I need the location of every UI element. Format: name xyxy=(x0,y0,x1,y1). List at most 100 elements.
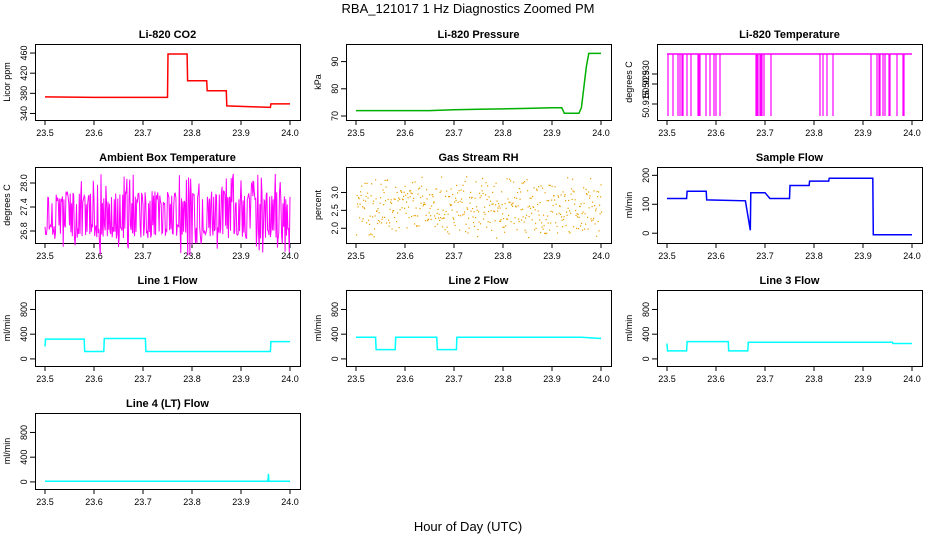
data-point xyxy=(581,222,583,224)
x-tick-label: 23.7 xyxy=(756,374,774,384)
data-point xyxy=(391,228,393,230)
plot-frame xyxy=(35,167,301,244)
data-point xyxy=(528,215,530,218)
data-point xyxy=(548,184,550,186)
data-point xyxy=(379,202,381,204)
data-point xyxy=(381,222,383,224)
data-point xyxy=(585,223,587,225)
x-tick-label: 24.0 xyxy=(592,128,610,138)
data-point xyxy=(491,203,493,205)
data-point xyxy=(446,226,448,228)
data-point xyxy=(550,210,552,212)
y-tick-label: 400 xyxy=(19,450,29,465)
y-tick-label: 400 xyxy=(330,327,340,342)
data-point xyxy=(546,232,548,234)
data-point xyxy=(392,211,394,213)
data-point xyxy=(490,200,492,202)
data-point xyxy=(478,211,480,213)
data-point xyxy=(389,222,391,224)
data-point xyxy=(427,219,429,222)
x-tick-label: 23.8 xyxy=(494,128,512,138)
y-tick-label: 50.925 xyxy=(641,70,651,98)
data-point xyxy=(356,234,358,236)
plot-frame xyxy=(35,290,301,367)
data-point xyxy=(442,226,444,228)
plot-frame xyxy=(346,44,612,121)
data-point xyxy=(511,204,513,206)
data-point xyxy=(499,220,501,222)
data-point xyxy=(361,220,363,222)
data-point xyxy=(505,225,507,227)
data-point xyxy=(410,190,412,192)
y-tick-label: 800 xyxy=(641,302,651,317)
x-tick-label: 23.8 xyxy=(494,374,512,384)
data-point xyxy=(460,215,462,217)
data-point xyxy=(363,207,365,209)
data-point xyxy=(583,187,585,189)
data-point xyxy=(429,207,431,210)
data-point xyxy=(360,191,362,193)
data-point xyxy=(467,208,469,210)
data-point xyxy=(594,205,596,207)
data-point xyxy=(371,183,373,185)
data-point xyxy=(383,204,385,206)
x-tick-label: 23.5 xyxy=(347,374,365,384)
y-tick-label: 340 xyxy=(19,106,29,121)
data-point xyxy=(505,207,507,209)
data-point xyxy=(358,196,360,199)
panel-grid: Li-820 CO2 Licor ppm 23.5 23.6 23.7 23.8 23.9 2… xyxy=(2,29,923,507)
data-point xyxy=(487,221,489,223)
data-point xyxy=(452,217,454,219)
data-point xyxy=(387,198,389,201)
data-point xyxy=(588,207,590,209)
data-point xyxy=(564,195,566,197)
data-point xyxy=(403,191,405,193)
data-point xyxy=(524,181,526,183)
data-point xyxy=(513,222,515,225)
data-point xyxy=(500,220,502,222)
data-point xyxy=(400,190,402,192)
data-point xyxy=(448,233,450,235)
data-point xyxy=(549,184,551,186)
data-point xyxy=(542,228,544,230)
y-axis-label: degrees C xyxy=(624,61,634,103)
data-point xyxy=(477,228,479,231)
data-point xyxy=(470,210,472,212)
x-tick-label: 23.6 xyxy=(396,374,414,384)
data-point xyxy=(525,231,527,233)
data-point xyxy=(388,219,390,221)
data-point xyxy=(468,217,470,219)
data-point xyxy=(411,215,413,218)
data-point xyxy=(398,227,400,229)
data-point xyxy=(493,185,495,188)
data-point xyxy=(484,206,486,208)
data-point xyxy=(433,202,435,204)
data-point xyxy=(453,218,455,220)
data-point xyxy=(529,197,531,199)
data-point xyxy=(454,224,456,227)
data-point xyxy=(421,176,423,179)
data-point xyxy=(432,194,434,196)
plot-frame xyxy=(35,44,301,121)
data-point xyxy=(401,191,403,193)
x-tick-label: 23.6 xyxy=(85,497,103,507)
data-point xyxy=(532,195,534,198)
data-point xyxy=(370,233,372,235)
data-point xyxy=(545,219,547,221)
y-tick-label: 400 xyxy=(641,327,651,342)
data-point xyxy=(406,227,408,229)
data-point xyxy=(455,197,457,199)
data-point xyxy=(398,197,400,199)
x-tick-label: 23.5 xyxy=(36,251,54,261)
data-point xyxy=(555,203,557,205)
data-point xyxy=(468,227,470,229)
data-point xyxy=(576,227,578,230)
data-point xyxy=(435,217,437,220)
data-point xyxy=(515,206,517,208)
y-tick-label: 80 xyxy=(330,84,340,94)
data-point xyxy=(586,193,588,196)
data-point xyxy=(484,213,486,215)
y-tick-label: 50.915 xyxy=(641,90,651,118)
data-point xyxy=(570,193,572,195)
data-point xyxy=(565,200,567,202)
